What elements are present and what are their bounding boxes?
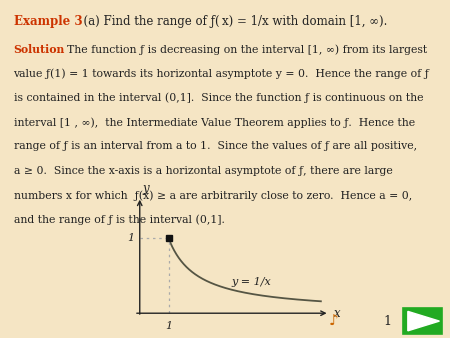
Text: and the range of ƒ is the interval (0,1].: and the range of ƒ is the interval (0,1]… (14, 214, 225, 225)
Text: 1: 1 (383, 315, 391, 328)
Text: interval [1 , ∞),  the Intermediate Value Theorem applies to ƒ.  Hence the: interval [1 , ∞), the Intermediate Value… (14, 117, 414, 127)
Text: numbers x for which  ƒ(x) ≥ a are arbitrarily close to zero.  Hence a = 0,: numbers x for which ƒ(x) ≥ a are arbitra… (14, 190, 412, 200)
Text: x: x (334, 307, 341, 320)
Text: range of ƒ is an interval from a to 1.  Since the values of ƒ are all positive,: range of ƒ is an interval from a to 1. S… (14, 141, 417, 151)
Text: 1: 1 (127, 233, 135, 243)
Text: Example 3: Example 3 (14, 15, 82, 28)
Text: y: y (142, 182, 148, 195)
Text: The function ƒ is decreasing on the interval [1, ∞) from its largest: The function ƒ is decreasing on the inte… (67, 44, 427, 54)
Text: (a) Find the range of ƒ( x) = 1/x with domain [1, ∞).: (a) Find the range of ƒ( x) = 1/x with d… (76, 15, 387, 28)
Text: a ≥ 0.  Since the x-axis is a horizontal asymptote of ƒ, there are large: a ≥ 0. Since the x-axis is a horizontal … (14, 166, 392, 176)
Text: is contained in the interval (0,1].  Since the function ƒ is continuous on the: is contained in the interval (0,1]. Sinc… (14, 93, 423, 103)
Text: 1: 1 (165, 321, 172, 331)
Text: ♪: ♪ (329, 314, 338, 329)
Polygon shape (408, 311, 439, 331)
Text: value ƒ(1) = 1 towards its horizontal asymptote y = 0.  Hence the range of ƒ: value ƒ(1) = 1 towards its horizontal as… (14, 68, 429, 79)
Bar (403, 308, 442, 334)
Text: Solution: Solution (14, 44, 65, 55)
Text: y = 1/x: y = 1/x (232, 277, 271, 287)
